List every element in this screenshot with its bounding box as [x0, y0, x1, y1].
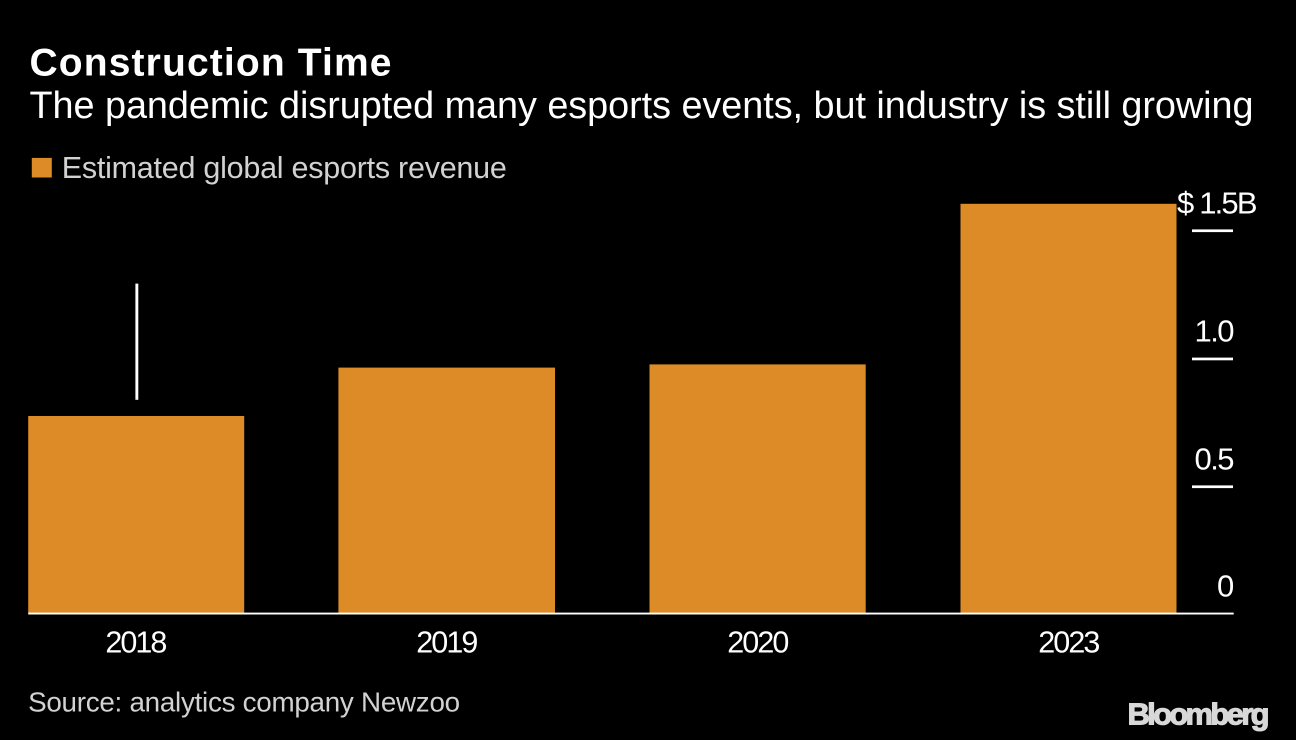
svg-text:$ 1.5B: $ 1.5B	[1177, 186, 1258, 221]
svg-text:2020: 2020	[727, 625, 789, 659]
svg-text:0: 0	[1217, 568, 1234, 603]
svg-text:Bloomberg: Bloomberg	[1128, 697, 1270, 732]
svg-text:2018: 2018	[105, 625, 167, 659]
svg-text:The pandemic disrupted many es: The pandemic disrupted many esports even…	[30, 85, 1254, 127]
svg-text:2019: 2019	[416, 625, 478, 659]
svg-text:Estimated global esports reven: Estimated global esports revenue	[62, 151, 507, 185]
svg-text:2023: 2023	[1038, 625, 1100, 659]
svg-text:Source: analytics company Newz: Source: analytics company Newzoo	[28, 686, 460, 717]
svg-text:1.0: 1.0	[1195, 314, 1235, 349]
svg-text:Construction Time: Construction Time	[30, 42, 392, 85]
svg-text:0.5: 0.5	[1195, 442, 1235, 477]
